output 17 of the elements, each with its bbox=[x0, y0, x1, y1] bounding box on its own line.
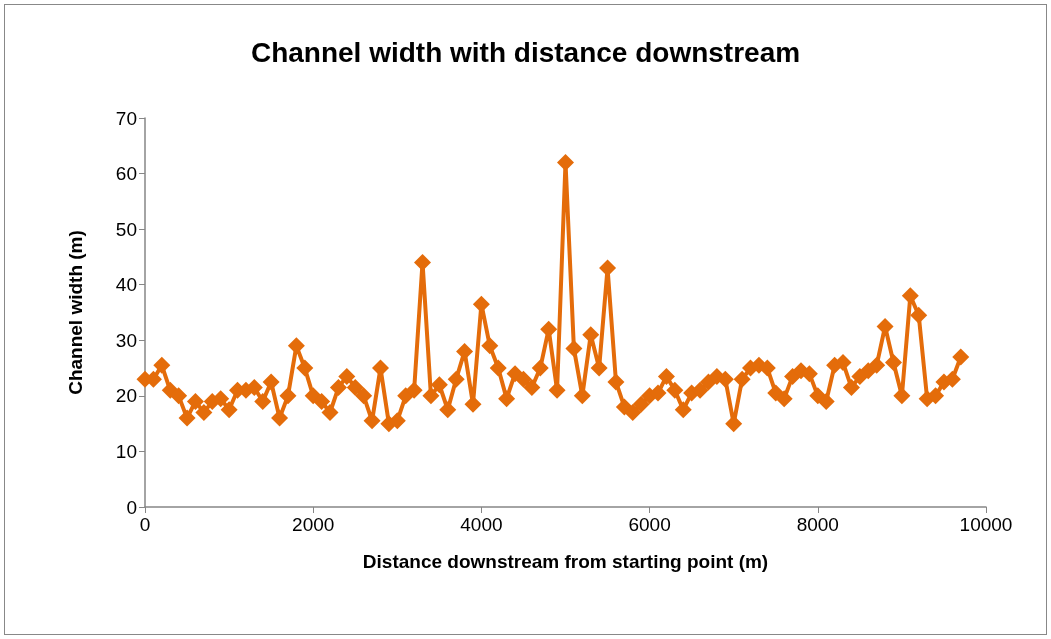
x-tick-label: 2000 bbox=[292, 514, 335, 535]
y-tick-label: 60 bbox=[115, 163, 137, 185]
y-tick-label: 50 bbox=[115, 218, 137, 240]
x-tick-label: 8000 bbox=[796, 514, 839, 535]
y-tick-label: 0 bbox=[126, 496, 137, 518]
y-tick-label: 30 bbox=[115, 329, 137, 351]
y-tick-label: 40 bbox=[115, 274, 137, 296]
y-axis-title: Channel width (m) bbox=[65, 230, 86, 395]
y-tick-label: 20 bbox=[115, 385, 137, 407]
chart-title: Channel width with distance downstream bbox=[250, 36, 801, 68]
y-tick-label: 70 bbox=[115, 107, 137, 129]
x-tick-label: 0 bbox=[139, 514, 151, 535]
y-tick-label: 10 bbox=[115, 440, 137, 462]
x-tick-label: 10000 bbox=[959, 514, 1013, 535]
x-tick-label: 4000 bbox=[460, 514, 503, 535]
x-tick-label: 6000 bbox=[628, 514, 671, 535]
x-axis-title: Distance downstream from starting point (m) bbox=[362, 551, 769, 572]
